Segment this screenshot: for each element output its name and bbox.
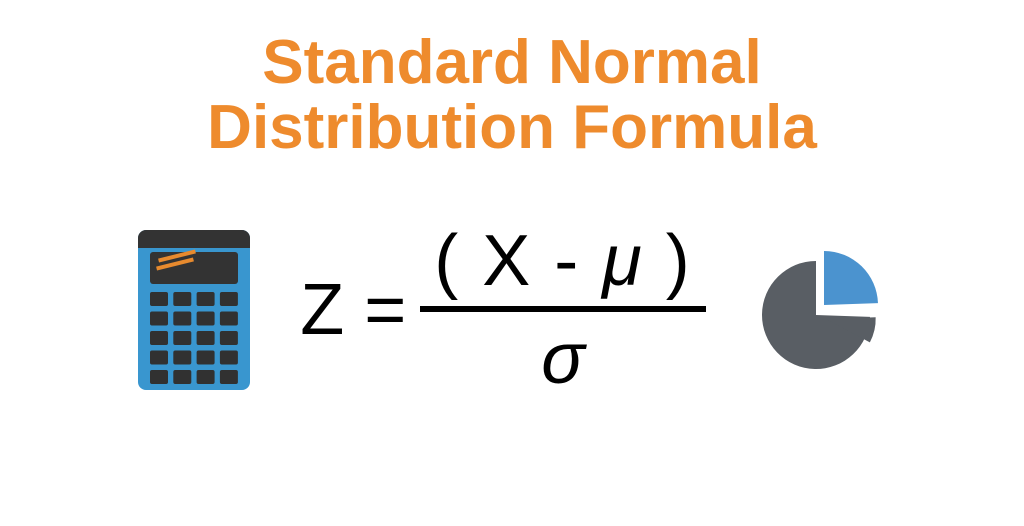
title-line-2: Distribution Formula (207, 93, 817, 162)
title-line-1: Standard Normal (262, 28, 762, 97)
page-title: Standard Normal Distribution Formula (207, 30, 817, 160)
formula-numerator: ( X - μ ) (420, 220, 705, 306)
numerator-mu: μ (602, 221, 643, 301)
content-row: Z = ( X - μ ) σ (0, 220, 1024, 400)
pie-chart-icon (756, 245, 886, 375)
numerator-suffix: ) (644, 221, 692, 301)
formula-fraction: ( X - μ ) σ (420, 220, 705, 400)
formula-lhs: Z = (300, 269, 406, 351)
formula-denominator: σ (541, 312, 584, 400)
numerator-prefix: ( X - (434, 221, 602, 301)
formula: Z = ( X - μ ) σ (300, 220, 705, 400)
calculator-icon (138, 230, 250, 390)
